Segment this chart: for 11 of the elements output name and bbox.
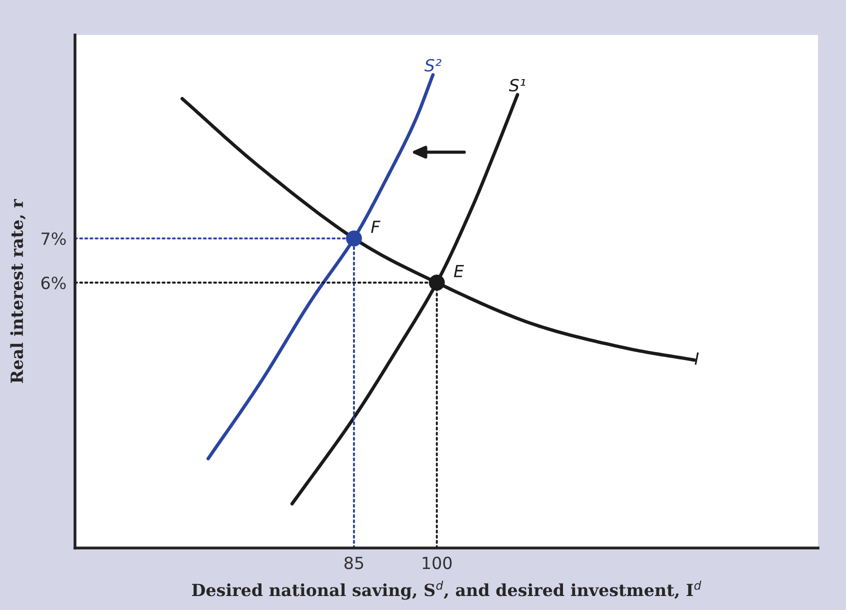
- annotation: F: [371, 220, 380, 233]
- series-label: I: [694, 352, 699, 365]
- x-axis-title: Desired national saving, S$^{d}$, and desired investment, I$^{d}$: [192, 580, 702, 600]
- series-label: S¹: [508, 78, 526, 92]
- y-tick-label: 7%: [42, 232, 66, 245]
- y-tick-label: 6%: [41, 276, 66, 290]
- x-tick-label: 100: [422, 556, 452, 570]
- annotation: E: [454, 264, 464, 278]
- y-axis-title: Real interest rate, r: [10, 198, 26, 384]
- x-tick-label: 85: [344, 556, 364, 570]
- series-label: S²: [424, 58, 442, 72]
